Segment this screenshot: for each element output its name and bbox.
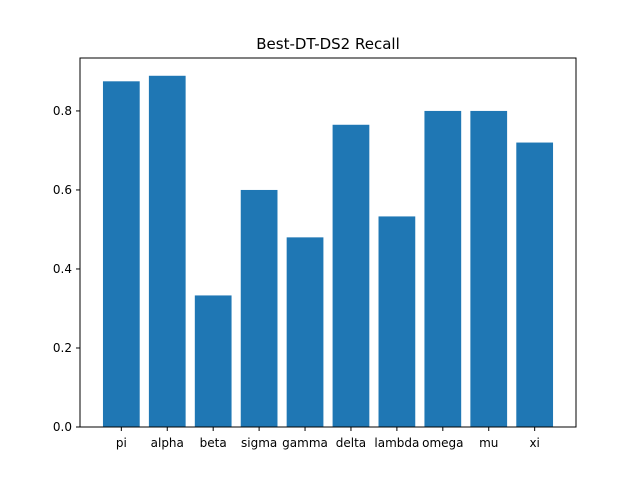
y-tick-label: 0.2 <box>53 341 72 355</box>
bar-lambda <box>378 216 416 427</box>
y-tick-label: 0.0 <box>53 420 72 434</box>
bar-mu <box>470 110 508 428</box>
bar-sigma <box>240 189 278 427</box>
x-tick-label-pi: pi <box>116 436 127 450</box>
x-tick-label-xi: xi <box>529 436 539 450</box>
x-tick-label-lambda: lambda <box>374 436 419 450</box>
y-axis-ticks: 0.0 0.2 0.4 0.6 0.8 <box>53 104 80 434</box>
plot-frame <box>79 57 577 428</box>
bar-delta <box>332 124 370 427</box>
bar-gamma <box>286 237 324 427</box>
bar-pi <box>102 81 140 428</box>
bar-omega <box>424 110 462 428</box>
x-tick-label-beta: beta <box>200 436 227 450</box>
chart-title: Best-DT-DS2 Recall <box>256 35 400 53</box>
x-tick-label-omega: omega <box>422 436 463 450</box>
x-tick-label-alpha: alpha <box>151 436 184 450</box>
y-tick-label: 0.6 <box>53 183 72 197</box>
bars-group <box>102 75 554 428</box>
x-axis-ticks: pi alpha beta sigma gamma delta lambda omega mu x… <box>116 427 540 450</box>
x-tick-label-sigma: sigma <box>241 436 277 450</box>
bar-alpha <box>148 75 186 427</box>
x-tick-label-gamma: gamma <box>282 436 328 450</box>
bar-xi <box>516 142 554 428</box>
x-tick-label-mu: mu <box>479 436 498 450</box>
y-tick-label: 0.4 <box>53 262 72 276</box>
x-tick-label-delta: delta <box>336 436 366 450</box>
bar-beta <box>194 295 232 427</box>
y-tick-label: 0.8 <box>53 104 72 118</box>
